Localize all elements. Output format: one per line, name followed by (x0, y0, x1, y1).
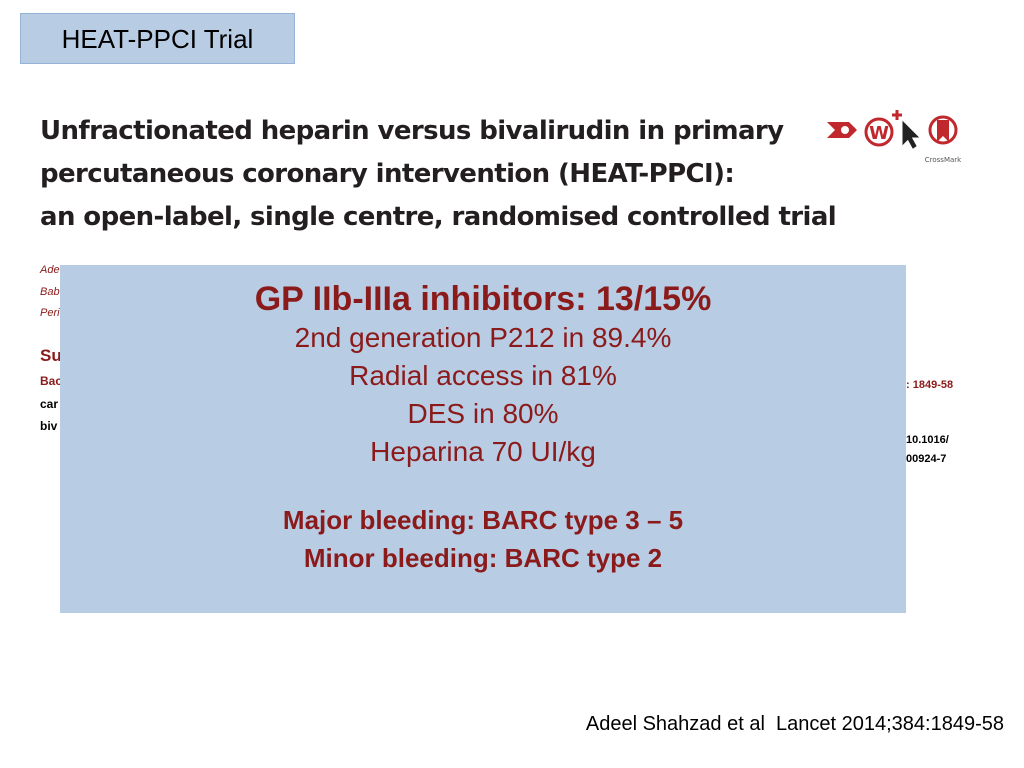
right-fragment-doi-2: 00924-7 (906, 453, 947, 465)
overlay-line-heparin: Heparina 70 UI/kg (370, 436, 596, 467)
overlay-summary-box: GP IIb-IIIa inhibitors: 13/15% 2nd gener… (60, 265, 906, 613)
author-fragment-3: Peri (40, 307, 60, 319)
author-fragment-1: Ade (40, 264, 60, 276)
article-title-line-3: an open-label, single centre, randomised… (40, 202, 837, 232)
right-fragment-doi: 10.1016/ (906, 434, 949, 446)
trial-tag: HEAT-PPCI Trial (20, 13, 295, 64)
overlay-major-bleeding: Major bleeding: BARC type 3 – 5 (282, 505, 684, 535)
summary-heading-fragment: Su (40, 346, 62, 365)
overlay-minor-bleeding: Minor bleeding: BARC type 2 (303, 543, 663, 573)
article-title-block: Unfractionated heparin versus bivalirudi… (40, 110, 837, 239)
author-fragment-2: Bab (40, 286, 60, 298)
summary-fragment-1: Bac (40, 374, 63, 388)
right-fragment-pages: : 1849-58 (906, 379, 954, 391)
article-title-line-2: percutaneous coronary intervention (HEAT… (40, 159, 735, 189)
svg-text:W: W (869, 123, 889, 144)
summary-fragment-3: biv (40, 419, 58, 433)
crossmark-icon: W CrossMark (827, 110, 962, 164)
overlay-line-stent: 2nd generation P212 in 89.4% (294, 322, 672, 353)
crossmark-label: CrossMark (925, 156, 962, 164)
citation: Adeel Shahzad et al Lancet 2014;384:1849… (585, 713, 1004, 735)
summary-fragment-2: car (40, 397, 59, 411)
overlay-line-des: DES in 80% (407, 398, 559, 429)
overlay-line-radial: Radial access in 81% (349, 360, 617, 391)
overlay-headline: GP IIb-IIIa inhibitors: 13/15% (254, 280, 712, 318)
article-title-line-1: Unfractionated heparin versus bivalirudi… (40, 116, 784, 146)
